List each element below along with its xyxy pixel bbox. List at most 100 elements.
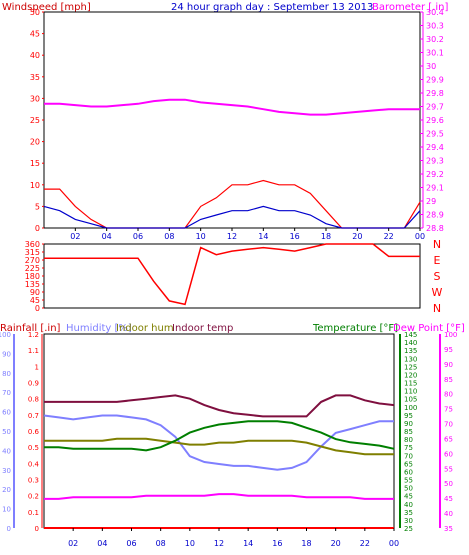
windspeed-axis-label: Windspeed [mph] xyxy=(2,2,91,13)
wind-x-tick-label: 18 xyxy=(321,232,331,241)
humidity-y-tick-label: 90 xyxy=(2,350,11,358)
climate-x-tick-label: 20 xyxy=(331,539,341,548)
rain-y-tick-label: 0.7 xyxy=(28,412,39,420)
temperature-y-tick-label: 145 xyxy=(404,331,417,339)
climate-series-line-3 xyxy=(44,394,395,418)
wind-x-tick-label: 14 xyxy=(258,232,268,241)
temperature-y-tick-label: 65 xyxy=(404,460,413,468)
temperature-y-tick-label: 135 xyxy=(404,347,417,355)
humidity-y-tick-label: 30 xyxy=(2,467,11,475)
rain-y-tick-label: 0 xyxy=(35,525,39,533)
rain-y-tick-label: 1 xyxy=(35,363,39,371)
rain-y-tick-label: 0.3 xyxy=(28,477,39,485)
compass-tick-label: N xyxy=(433,238,441,251)
wind-x-tick-label: 22 xyxy=(384,232,394,241)
barometer-y-tick-label: 30.1 xyxy=(426,49,444,58)
wind-y-tick-label: 45 xyxy=(30,30,40,39)
dewpoint-y-tick-label: 55 xyxy=(444,465,453,473)
wind-series-line-0 xyxy=(44,98,420,116)
legend-dew-point: Dew Point [°F] xyxy=(393,323,465,334)
wind-x-tick-label: 04 xyxy=(102,232,112,241)
wind-y-tick-label: 5 xyxy=(35,202,40,211)
barometer-y-tick-label: 29.1 xyxy=(426,184,444,193)
temperature-y-tick-label: 40 xyxy=(404,501,413,509)
temperature-y-tick-label: 45 xyxy=(404,493,413,501)
barometer-y-tick-label: 30 xyxy=(426,62,436,71)
wind-series-line-1 xyxy=(44,179,421,229)
temperature-y-tick-label: 30 xyxy=(404,517,413,525)
chart-title: 24 hour graph day : September 13 2013 xyxy=(171,2,373,13)
climate-x-tick-label: 02 xyxy=(68,539,78,548)
temperature-y-tick-label: 85 xyxy=(404,428,413,436)
temperature-y-tick-label: 130 xyxy=(404,355,417,363)
barometer-y-tick-label: 29.9 xyxy=(426,76,444,85)
wind-x-tick-label: 10 xyxy=(196,232,206,241)
wind-x-tick-label: 08 xyxy=(164,232,174,241)
direction-y-tick-label: 180 xyxy=(25,272,40,281)
wind-y-tick-label: 30 xyxy=(30,94,40,103)
temperature-y-tick-label: 125 xyxy=(404,363,417,371)
temperature-y-tick-label: 70 xyxy=(404,452,413,460)
dewpoint-y-tick-label: 35 xyxy=(444,525,453,533)
wind-y-tick-label: 35 xyxy=(30,73,40,82)
humidity-y-tick-label: 10 xyxy=(2,506,11,514)
compass-tick-label: E xyxy=(434,254,441,267)
compass-tick-label: S xyxy=(434,270,441,283)
wind-x-tick-label: 02 xyxy=(70,232,80,241)
dewpoint-y-tick-label: 70 xyxy=(444,421,453,429)
barometer-axis-label: Barometer [.in] xyxy=(372,2,448,13)
wind-panel-frame xyxy=(43,11,421,229)
direction-series-line-0 xyxy=(44,243,420,306)
barometer-y-tick-label: 29 xyxy=(426,197,436,206)
barometer-y-tick-label: 29.8 xyxy=(426,89,444,98)
wind-x-tick-label: 12 xyxy=(227,232,237,241)
humidity-y-tick-label: 70 xyxy=(2,389,11,397)
temperature-y-tick-label: 110 xyxy=(404,388,417,396)
temperature-y-tick-label: 55 xyxy=(404,477,413,485)
wind-y-tick-label: 50 xyxy=(30,8,40,17)
climate-x-tick-label: 12 xyxy=(214,539,224,548)
dewpoint-y-tick-label: 65 xyxy=(444,435,453,443)
temperature-y-tick-label: 50 xyxy=(404,485,413,493)
wind-x-tick-label: 00 xyxy=(415,232,425,241)
temperature-y-tick-label: 75 xyxy=(404,444,413,452)
temperature-y-tick-label: 105 xyxy=(404,396,417,404)
dewpoint-y-tick-label: 40 xyxy=(444,510,453,518)
wind-y-tick-label: 0 xyxy=(35,224,40,233)
barometer-y-tick-label: 28.8 xyxy=(426,224,444,233)
humidity-y-tick-label: 80 xyxy=(2,370,11,378)
direction-y-tick-label: 225 xyxy=(25,264,40,273)
climate-series-line-5 xyxy=(44,493,394,500)
rain-y-tick-label: 0.1 xyxy=(28,509,39,517)
dewpoint-y-tick-label: 60 xyxy=(444,450,453,458)
direction-panel-frame xyxy=(43,243,421,309)
barometer-y-tick-label: 29.5 xyxy=(426,130,444,139)
legend-humidity: Humidity [%] xyxy=(66,323,132,334)
wind-x-tick-label: 20 xyxy=(352,232,362,241)
climate-series-line-4 xyxy=(44,420,395,452)
compass-tick-label: N xyxy=(433,302,441,315)
barometer-y-tick-label: 29.3 xyxy=(426,157,444,166)
rain-y-tick-label: 0.8 xyxy=(28,396,39,404)
wind-y-tick-label: 10 xyxy=(30,181,40,190)
direction-y-tick-label: 0 xyxy=(35,304,40,313)
dewpoint-y-tick-label: 45 xyxy=(444,495,453,503)
climate-x-tick-label: 00 xyxy=(389,539,399,548)
climate-series-line-1 xyxy=(43,414,394,471)
rain-y-tick-label: 1.1 xyxy=(28,347,39,355)
dewpoint-y-tick-label: 75 xyxy=(444,406,453,414)
temperature-y-tick-label: 25 xyxy=(404,525,413,533)
climate-x-tick-label: 06 xyxy=(126,539,136,548)
wind-x-tick-label: 16 xyxy=(290,232,300,241)
barometer-y-tick-label: 29.6 xyxy=(426,116,444,125)
rain-y-tick-label: 0.5 xyxy=(28,444,39,452)
temperature-y-tick-label: 95 xyxy=(404,412,413,420)
wind-y-tick-label: 40 xyxy=(30,51,40,60)
humidity-y-tick-label: 60 xyxy=(2,409,11,417)
climate-x-tick-label: 18 xyxy=(301,539,311,548)
barometer-y-tick-label: 28.9 xyxy=(426,211,444,220)
wind-y-tick-label: 15 xyxy=(30,159,40,168)
rain-y-tick-label: 0.9 xyxy=(28,380,39,388)
